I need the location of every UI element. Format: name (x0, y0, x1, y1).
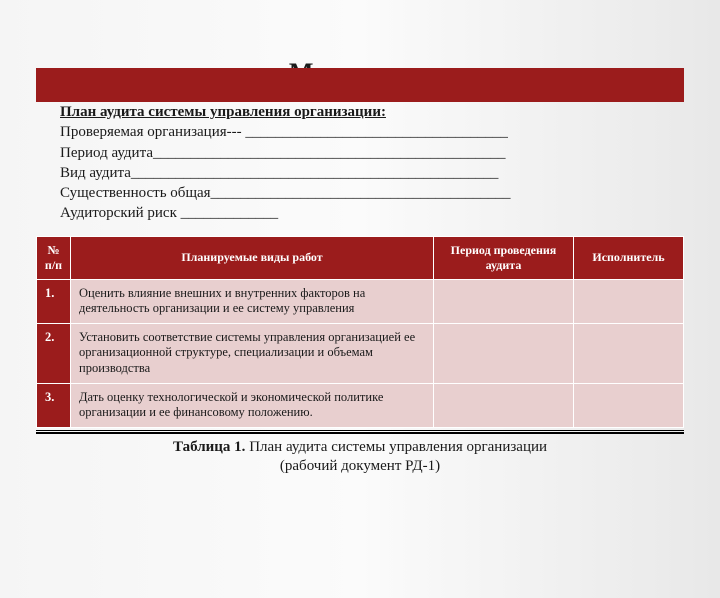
cell-period (434, 383, 574, 427)
intro-line-1: План аудита системы управления организац… (60, 104, 386, 120)
intro-line-2: Проверяемая организация--- _____________… (60, 122, 660, 142)
caption-bold: Таблица 1. (173, 439, 245, 455)
intro-line-5: Существенность общая____________________… (60, 183, 660, 203)
th-period: Период проведения аудита (434, 236, 574, 279)
header-bar (36, 68, 684, 102)
cell-num: 2. (37, 323, 71, 383)
table-row: 2. Установить соответствие системы управ… (37, 323, 684, 383)
cell-period (434, 279, 574, 323)
cell-period (434, 323, 574, 383)
bottom-rule (36, 430, 684, 434)
intro-line-3: Период аудита___________________________… (60, 143, 660, 163)
cell-work: Дать оценку технологической и экономичес… (71, 383, 434, 427)
cell-num: 3. (37, 383, 71, 427)
intro-line-6: Аудиторский риск _____________ (60, 203, 660, 223)
cell-exec (574, 383, 684, 427)
th-num: № п/п (37, 236, 71, 279)
cell-work: Оценить влияние внешних и внутренних фак… (71, 279, 434, 323)
cell-num: 1. (37, 279, 71, 323)
th-work: Планируемые виды работ (71, 236, 434, 279)
intro-block: План аудита системы управления организац… (60, 102, 660, 224)
table-row: 3. Дать оценку технологической и экономи… (37, 383, 684, 427)
table-row: 1. Оценить влияние внешних и внутренних … (37, 279, 684, 323)
cell-work: Установить соответствие системы управлен… (71, 323, 434, 383)
th-exec: Исполнитель (574, 236, 684, 279)
audit-table: № п/п Планируемые виды работ Период пров… (36, 236, 684, 428)
caption-rest1: План аудита системы управления организац… (245, 439, 547, 455)
table-header-row: № п/п Планируемые виды работ Период пров… (37, 236, 684, 279)
caption-rest2: (рабочий документ РД-1) (280, 458, 440, 474)
intro-line-4: Вид аудита______________________________… (60, 163, 660, 183)
table-caption: Таблица 1. План аудита системы управлени… (0, 438, 720, 477)
cell-exec (574, 279, 684, 323)
cell-exec (574, 323, 684, 383)
